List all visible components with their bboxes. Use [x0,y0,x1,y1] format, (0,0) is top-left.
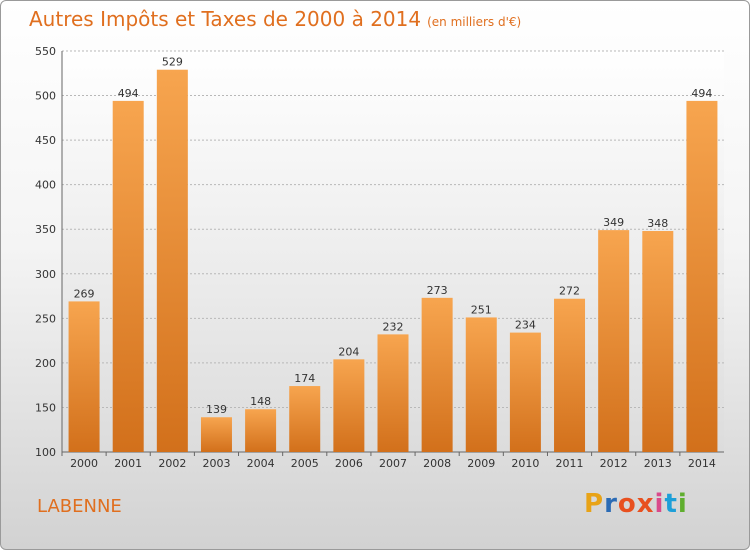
bars [68,69,718,453]
bar-2005 [289,386,321,452]
x-axis-labels: 2000 2001 2002 2003 2004 2005 2006 2007 2008 2009… [61,452,716,470]
data-label-2010: 234 [515,319,536,332]
y-tick-label: 200 [35,357,56,370]
y-tick-label: 450 [35,134,56,147]
logo-letter: P [584,489,605,519]
y-tick-label: 500 [35,90,56,103]
x-tick-label-2006: 2006 [335,457,363,470]
data-label-2001: 494 [118,87,139,100]
logo-letter: t [664,489,678,519]
data-label-2003: 139 [206,403,227,416]
x-tick-label-2008: 2008 [423,457,451,470]
data-label-2006: 204 [338,345,359,358]
x-tick-label-2009: 2009 [467,457,495,470]
bar-2001 [112,100,144,452]
y-tick-label: 100 [35,446,56,459]
x-tick-label-2011: 2011 [556,457,584,470]
bar-2008 [421,297,453,452]
x-tick-label-2003: 2003 [202,457,230,470]
bar-2014 [686,100,718,452]
data-label-2000: 269 [74,287,95,300]
x-tick-label-2004: 2004 [247,457,275,470]
x-tick-label-2002: 2002 [158,457,186,470]
bar-2010 [509,332,541,452]
y-tick-label: 300 [35,268,56,281]
chart-title: Autres Impôts et Taxes de 2000 à 2014 (en… [29,7,521,31]
x-tick-label-2005: 2005 [291,457,319,470]
bar-2006 [333,359,365,452]
bar-2012 [598,230,630,452]
y-tick-label: 150 [35,401,56,414]
x-tick-label-2001: 2001 [114,457,142,470]
x-tick-label-2010: 2010 [511,457,539,470]
x-tick-label-2000: 2000 [70,457,98,470]
x-tick-label-2013: 2013 [644,457,672,470]
logo-letter: o [617,489,637,519]
chart-subtitle: (en milliers d'€) [427,15,522,29]
y-tick-label: 350 [35,223,56,236]
logo-letter: i [677,489,688,519]
data-label-2004: 148 [250,395,271,408]
bar-2004 [245,409,277,452]
place-name: LABENNE [37,496,122,517]
data-label-2012: 349 [603,216,624,229]
bar-2011 [554,298,586,452]
data-label-2014: 494 [691,87,712,100]
bar-2013 [642,231,674,452]
data-label-2007: 232 [383,320,404,333]
bar-2007 [377,334,409,452]
bar-2009 [465,317,497,452]
logo-letter: r [604,489,618,519]
y-tick-label: 550 [35,45,56,58]
bar-2003 [200,417,232,452]
x-tick-label-2012: 2012 [600,457,628,470]
bar-2002 [156,69,188,453]
data-label-2002: 529 [162,56,183,69]
logo-letter: i [654,489,665,519]
data-labels: 269 494 529 139 148 174 204 232 273 251 234 272 349 3… [74,56,713,417]
y-axis-labels: 100 150 200 250 300 350 400 450 500 550 [35,45,56,459]
proxiti-logo: Proxiti [584,489,688,519]
data-label-2013: 348 [647,217,668,230]
data-label-2008: 273 [427,284,448,297]
chart-title-text: Autres Impôts et Taxes de 2000 à 2014 [29,7,422,31]
x-tick-label-2014: 2014 [688,457,716,470]
y-tick-label: 250 [35,312,56,325]
data-label-2011: 272 [559,285,580,298]
x-tick-label-2007: 2007 [379,457,407,470]
logo-letter: x [636,489,655,519]
bar-2000 [68,301,100,452]
y-tick-label: 400 [35,179,56,192]
data-label-2005: 174 [294,372,315,385]
data-label-2009: 251 [471,303,492,316]
